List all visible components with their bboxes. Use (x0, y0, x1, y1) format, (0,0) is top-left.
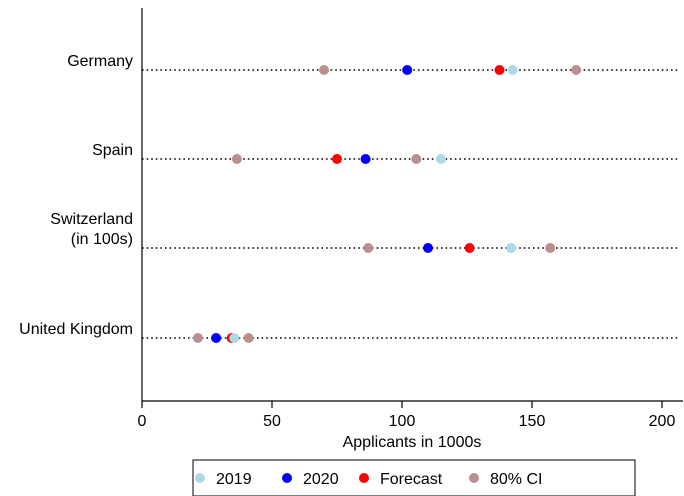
point-2020 (360, 154, 371, 164)
category-label: Spain (92, 142, 133, 159)
point-2019 (229, 333, 240, 343)
point-80-ci (545, 243, 556, 253)
x-tick-label: 100 (389, 413, 416, 430)
x-tick-label: 200 (649, 413, 676, 430)
point-2020 (211, 333, 222, 343)
x-tick-label: 150 (519, 413, 546, 430)
point-2019 (506, 243, 517, 253)
point-80-ci (319, 65, 329, 75)
x-axis-label: Applicants in 1000s (343, 434, 482, 451)
point-80-ci (243, 333, 254, 343)
category-label: United Kingdom (19, 321, 133, 338)
category-label: Germany (67, 53, 133, 70)
point-2020 (423, 243, 433, 253)
point-forecast (332, 154, 342, 164)
legend-marker (282, 473, 292, 483)
legend-box (192, 459, 636, 496)
point-80-ci (571, 65, 582, 75)
point-80-ci (363, 243, 374, 253)
legend-label: 2019 (216, 471, 252, 488)
legend-label: 2020 (303, 471, 339, 488)
point-2019 (507, 65, 518, 75)
legend-label: 80% CI (490, 471, 542, 488)
legend-label: Forecast (380, 471, 443, 488)
data-points (192, 65, 582, 343)
category-label: Switzerland (50, 211, 133, 228)
category-label: (in 100s) (71, 231, 133, 248)
point-2019 (436, 154, 446, 164)
category-labels: Germany Spain Switzerland (in 100s) United K… (19, 53, 133, 338)
category-gridlines (142, 69, 680, 339)
point-forecast (464, 243, 475, 253)
point-80-ci (411, 154, 422, 164)
x-tick-label: 50 (263, 413, 281, 430)
x-ticks: 0 50 100 150 200 (138, 401, 676, 430)
point-forecast (494, 65, 505, 75)
x-tick-label: 0 (138, 413, 147, 430)
point-80-ci (231, 154, 242, 164)
legend-marker (359, 473, 369, 483)
point-2020 (402, 65, 413, 75)
point-80-ci (192, 333, 203, 343)
legend: 2019 2020 Forecast 80% CI (192, 459, 636, 496)
legend-marker (195, 473, 205, 483)
legend-marker (469, 473, 479, 483)
